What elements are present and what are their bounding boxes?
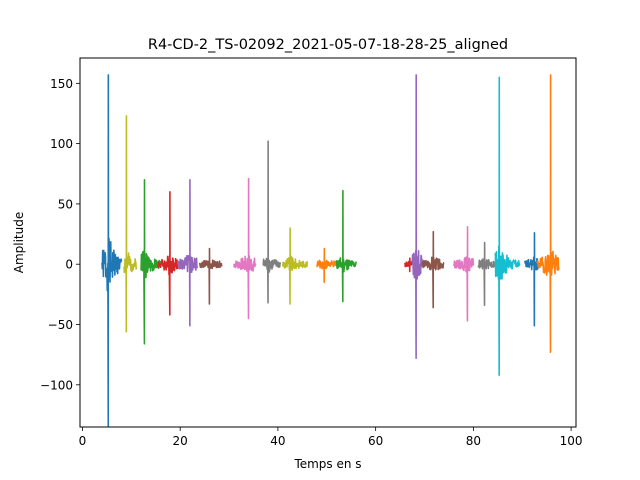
y-tick-label: −100 (40, 378, 73, 392)
series-line (282, 227, 309, 305)
series-line (316, 247, 338, 284)
series-line (494, 76, 521, 376)
y-tick-label: 0 (65, 258, 73, 272)
series-line (101, 74, 123, 427)
series-line (421, 230, 445, 309)
x-tick-label: 100 (560, 434, 583, 448)
y-tick-label: 150 (50, 77, 73, 91)
y-tick-label: 50 (58, 197, 73, 211)
y-tick-label: 100 (50, 137, 73, 151)
y-axis-ticks: −100 −50 0 50 100 150 (40, 77, 80, 392)
x-tick-label: 80 (466, 434, 481, 448)
x-tick-label: 20 (173, 434, 188, 448)
y-tick-label: −50 (48, 318, 73, 332)
y-axis-label: Amplitude (12, 212, 26, 274)
series-line (523, 232, 540, 327)
x-axis-ticks: 0 20 40 60 80 100 (79, 427, 583, 448)
series-line (262, 140, 282, 304)
x-tick-label: 60 (368, 434, 383, 448)
series-line (233, 177, 257, 320)
x-tick-label: 0 (79, 434, 87, 448)
series-line (198, 247, 223, 305)
series-line (140, 178, 162, 345)
series-line (123, 115, 137, 333)
x-tick-label: 40 (270, 434, 285, 448)
x-axis-label: Temps en s (293, 457, 361, 471)
plot-area (101, 74, 560, 427)
series-line (536, 74, 560, 354)
chart-title: R4-CD-2_TS-02092_2021-05-07-18-28-25_ali… (148, 37, 508, 53)
series-line (477, 241, 497, 307)
axes-frame (79, 57, 577, 428)
series-line (453, 226, 475, 322)
series-line (157, 191, 179, 316)
series-line (335, 189, 357, 303)
series-line (411, 74, 423, 360)
series-line (176, 178, 199, 327)
